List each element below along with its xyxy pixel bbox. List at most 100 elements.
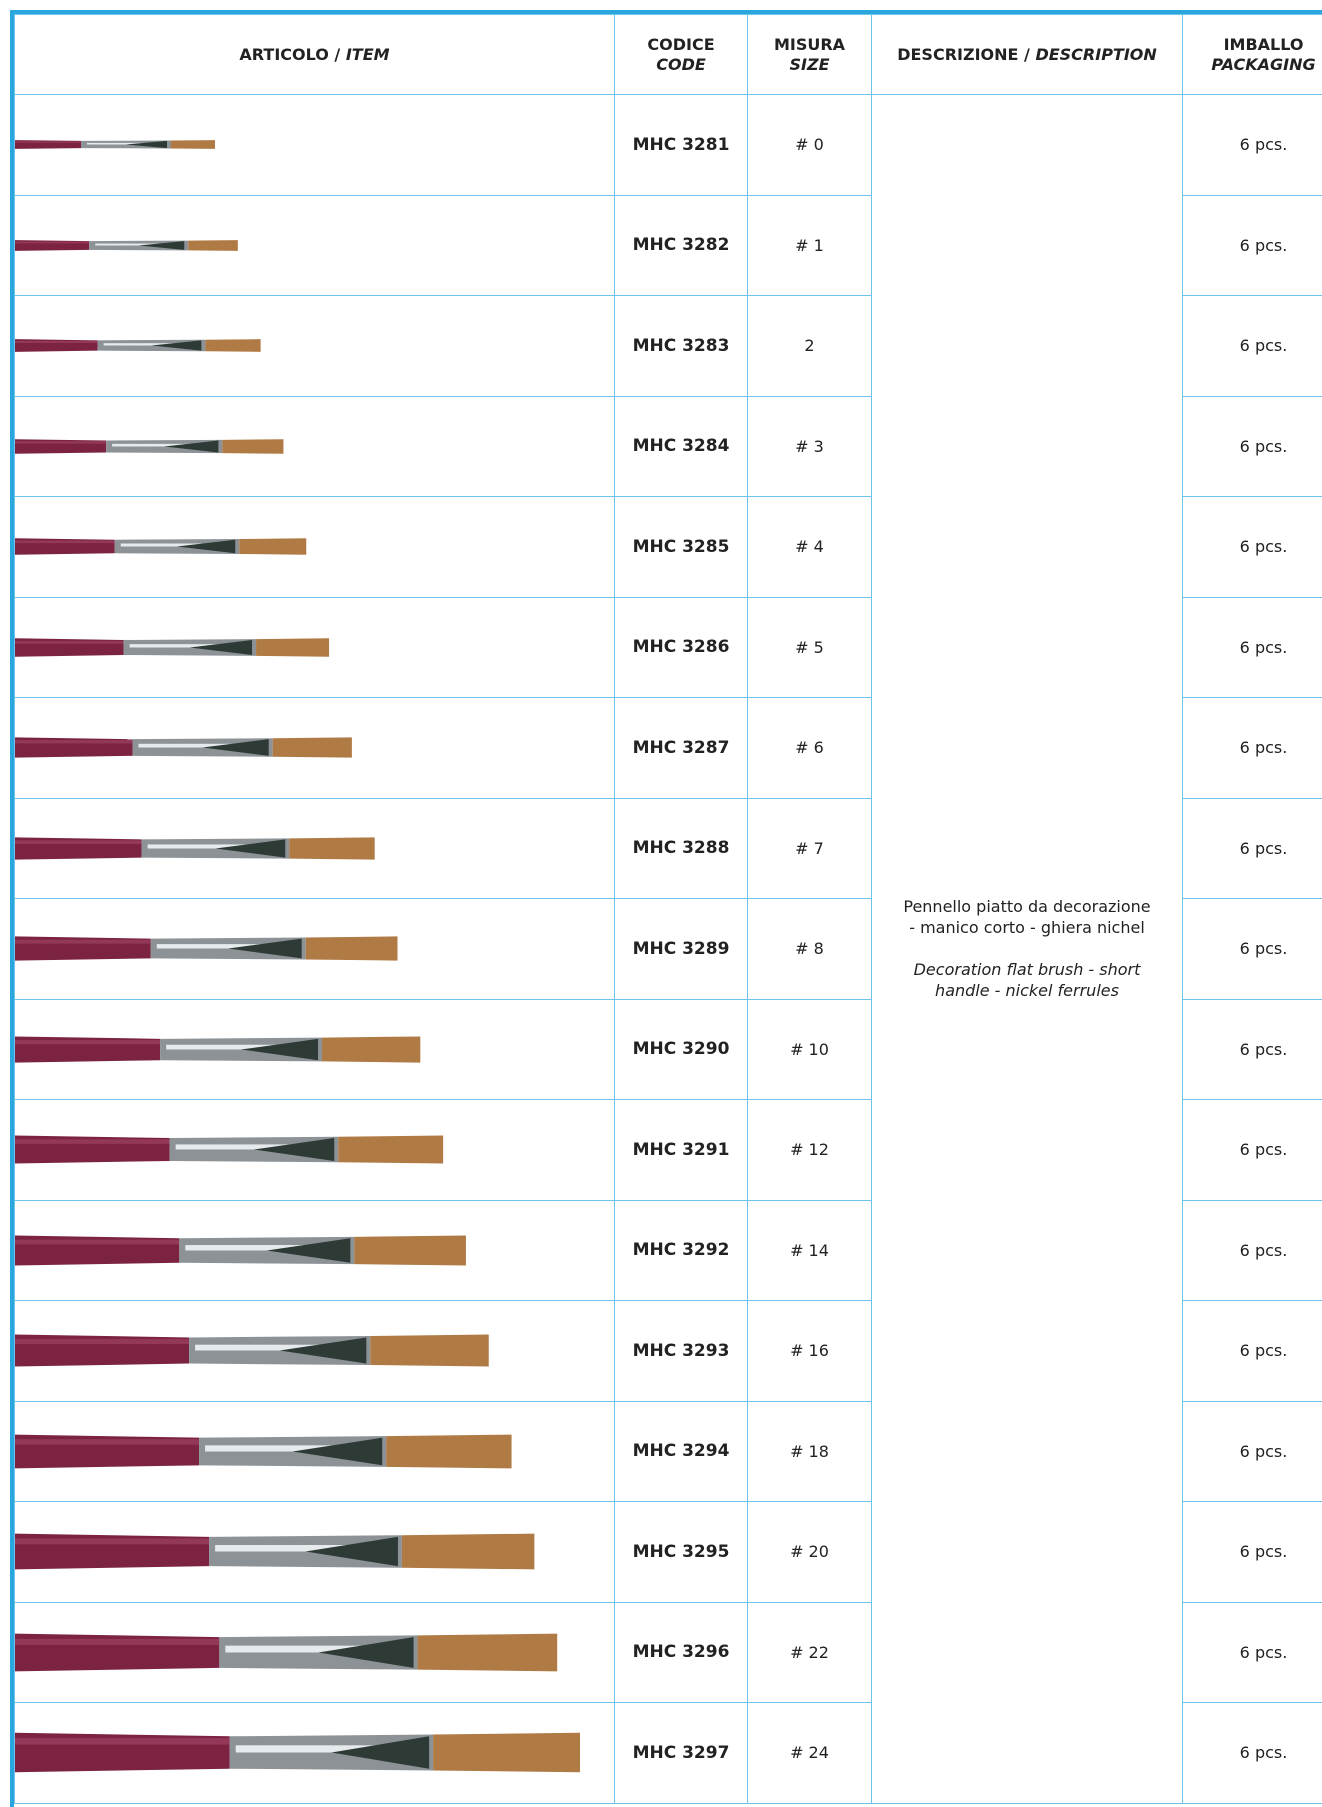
brush-hair: [354, 1235, 466, 1266]
packaging-cell: 6 pcs.: [1182, 94, 1322, 196]
size-cell: # 10: [747, 998, 872, 1100]
packaging-cell: 6 pcs.: [1182, 395, 1322, 497]
brush-ferrule-dark: [318, 1636, 414, 1668]
packaging-cell: 6 pcs.: [1182, 797, 1322, 899]
header-text: SIZE: [789, 54, 830, 74]
brush-ferrule-shine: [147, 844, 284, 849]
brush-ferrule-shine: [235, 1745, 428, 1753]
brush-hair: [322, 1036, 421, 1063]
size-cell: # 5: [747, 596, 872, 698]
brush-ferrule-dark: [253, 1138, 335, 1162]
brush-image: [15, 1633, 558, 1672]
table-row: MHC 3292 # 14 6 pcs.: [14, 1199, 1322, 1301]
item-cell: [14, 1501, 615, 1603]
brush-handle-shine: [15, 1438, 200, 1445]
header-text: CODICE: [647, 34, 715, 54]
brush-hair: [188, 239, 238, 251]
size-cell: # 3: [747, 395, 872, 497]
packaging-cell: 6 pcs.: [1182, 697, 1322, 799]
brush-handle-shine: [15, 1339, 190, 1345]
table-row: MHC 3296 # 22 6 pcs.: [14, 1601, 1322, 1703]
brush-handle-shine: [15, 1239, 180, 1245]
size-cell: # 0: [747, 94, 872, 196]
brush-image: [15, 140, 215, 150]
packaging-cell: 6 pcs.: [1182, 1501, 1322, 1603]
brush-ferrule-shine: [225, 1645, 412, 1653]
item-cell: [14, 1099, 615, 1201]
table-row: MHC 3293 # 16 6 pcs.: [14, 1300, 1322, 1402]
code-cell: MHC 3296: [614, 1601, 748, 1703]
header-text: IMBALLO: [1223, 34, 1304, 54]
table-body: MHC 3281 # 0 Pennello piatto da decorazion…: [14, 94, 1322, 1804]
brush-handle-shine: [15, 1738, 230, 1745]
code-cell: MHC 3287: [614, 697, 748, 799]
size-cell: # 22: [747, 1601, 872, 1703]
packaging-cell: 6 pcs.: [1182, 1702, 1322, 1804]
brush-ferrule-shine: [185, 1244, 349, 1251]
brush-hair: [305, 936, 398, 961]
header-text: MISURA: [773, 34, 846, 54]
size-cell: # 8: [747, 898, 872, 1000]
code-cell: MHC 3282: [614, 194, 748, 296]
packaging-cell: 6 pcs.: [1182, 295, 1322, 397]
code-cell: MHC 3285: [614, 496, 748, 598]
brush-image: [15, 1235, 466, 1266]
code-cell: MHC 3293: [614, 1300, 748, 1402]
brush-ferrule-dark: [279, 1337, 367, 1364]
header-cell: CODICE CODE: [614, 14, 748, 95]
packaging-cell: 6 pcs.: [1182, 1099, 1322, 1201]
brush-image: [15, 1334, 489, 1367]
brush-ferrule-shine: [112, 443, 217, 447]
brush-image: [15, 339, 261, 353]
brush-handle-shine: [15, 740, 133, 744]
size-cell: # 18: [747, 1400, 872, 1502]
description-cell: Pennello piatto da decorazione - manico …: [871, 94, 1183, 1804]
brush-ferrule-shine: [87, 143, 165, 145]
brush-ferrule-dark: [292, 1437, 383, 1466]
packaging-cell: 6 pcs.: [1182, 1199, 1322, 1301]
table-row: MHC 3295 # 20 6 pcs.: [14, 1501, 1322, 1603]
brush-image: [15, 239, 238, 251]
item-cell: [14, 596, 615, 698]
size-cell: # 16: [747, 1300, 872, 1402]
brush-handle-shine: [15, 540, 115, 544]
table-row: MHC 3287 # 6 6 pcs.: [14, 697, 1322, 799]
code-cell: MHC 3291: [614, 1099, 748, 1201]
brush-ferrule-dark: [266, 1237, 351, 1263]
brush-handle-shine: [15, 241, 90, 244]
brush-hair: [433, 1732, 580, 1773]
brush-ferrule-shine: [156, 944, 300, 949]
brush-image: [15, 1434, 512, 1469]
packaging-cell: 6 pcs.: [1182, 596, 1322, 698]
brush-handle-shine: [15, 640, 124, 644]
brush-handle-shine: [15, 840, 142, 844]
brush-ferrule-shine: [103, 343, 200, 346]
brush-hair: [272, 737, 352, 758]
catalog-table: ARTICOLO / ITEM CODICE CODE MISURA SIZE DE…: [14, 14, 1322, 1804]
table-row: MHC 3282 # 1 6 pcs.: [14, 194, 1322, 296]
item-cell: [14, 496, 615, 598]
item-cell: [14, 94, 615, 196]
code-cell: MHC 3283: [614, 295, 748, 397]
brush-ferrule-dark: [138, 240, 185, 250]
size-cell: # 6: [747, 697, 872, 799]
brush-image: [15, 1036, 421, 1063]
brush-ferrule-shine: [95, 243, 183, 246]
packaging-cell: 6 pcs.: [1182, 496, 1322, 598]
item-cell: [14, 797, 615, 899]
catalog-table-frame: ARTICOLO / ITEM CODICE CODE MISURA SIZE DE…: [10, 10, 1322, 1807]
brush-hair: [417, 1633, 558, 1672]
brush-handle-shine: [15, 440, 107, 444]
packaging-cell: 6 pcs.: [1182, 1601, 1322, 1703]
brush-handle-shine: [15, 1638, 220, 1645]
header-text: ARTICOLO /: [239, 44, 341, 64]
table-row: MHC 3290 # 10 6 pcs.: [14, 998, 1322, 1100]
packaging-cell: 6 pcs.: [1182, 898, 1322, 1000]
brush-hair: [370, 1334, 489, 1367]
code-cell: MHC 3290: [614, 998, 748, 1100]
code-cell: MHC 3286: [614, 596, 748, 698]
table-row: MHC 3297 # 24 6 pcs.: [14, 1702, 1322, 1804]
brush-handle-shine: [15, 341, 98, 344]
brush-image: [15, 837, 375, 860]
